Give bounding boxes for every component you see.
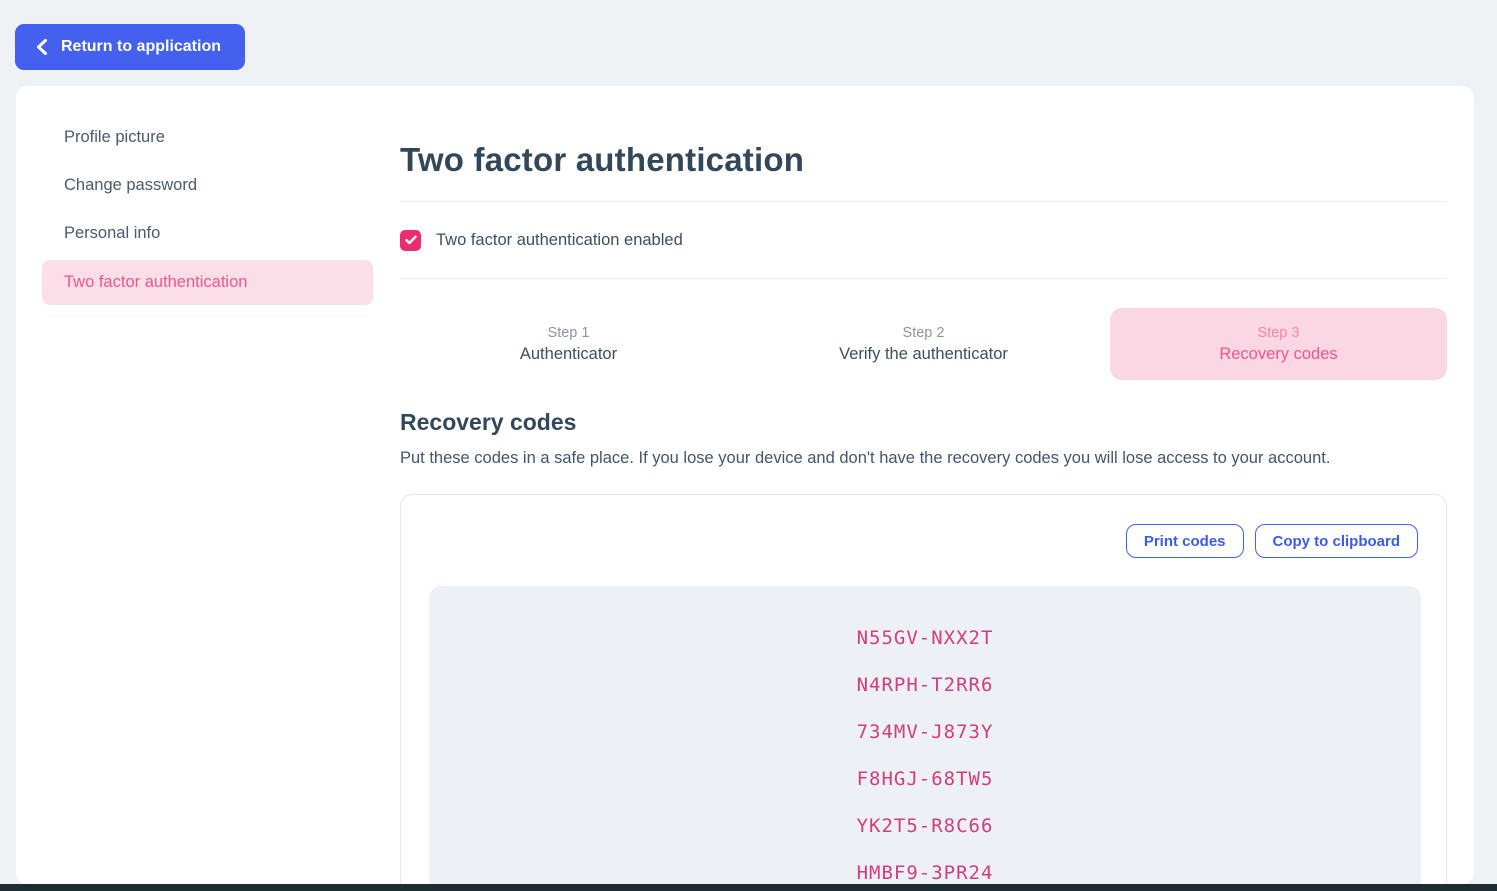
window-bottom-edge — [0, 884, 1497, 891]
step-number: Step 2 — [902, 324, 945, 341]
sidebar-item-profile-picture[interactable]: Profile picture — [64, 127, 165, 146]
sidebar-item-two-factor-authentication[interactable]: Two factor authentication — [42, 260, 373, 305]
sidebar-item-personal-info[interactable]: Personal info — [64, 223, 161, 242]
two-factor-enabled-checkbox[interactable] — [400, 229, 421, 251]
wizard-steps: Step 1 Authenticator Step 2 Verify the a… — [400, 308, 1447, 380]
step-title: Recovery codes — [1219, 344, 1338, 363]
return-to-application-label: Return to application — [61, 38, 221, 55]
recovery-code: 734MV-J873Y — [856, 721, 994, 743]
recovery-codes-card: Print codes Copy to clipboard N55GV-NXX2… — [400, 494, 1447, 884]
copy-to-clipboard-button[interactable]: Copy to clipboard — [1254, 524, 1418, 558]
recovery-code: YK2T5-R8C66 — [856, 815, 994, 837]
divider — [400, 278, 1447, 279]
print-codes-button[interactable]: Print codes — [1125, 524, 1244, 558]
settings-card: Profile picture Change password Personal… — [16, 86, 1474, 884]
step-number: Step 1 — [547, 324, 590, 341]
step-title: Verify the authenticator — [839, 344, 1008, 363]
two-factor-enabled-label: Two factor authentication enabled — [436, 230, 683, 249]
recovery-codes-heading: Recovery codes — [400, 409, 577, 435]
recovery-code: N55GV-NXX2T — [856, 627, 994, 649]
recovery-codes-list: N55GV-NXX2T N4RPH-T2RR6 734MV-J873Y F8HG… — [429, 586, 1421, 884]
divider — [400, 201, 1447, 202]
recovery-code: F8HGJ-68TW5 — [856, 768, 994, 790]
two-factor-enabled-row: Two factor authentication enabled — [400, 202, 1447, 278]
recovery-code: N4RPH-T2RR6 — [856, 674, 994, 696]
sidebar: Profile picture Change password Personal… — [42, 113, 373, 305]
return-to-application-button[interactable]: Return to application — [15, 24, 245, 70]
step-1-authenticator[interactable]: Step 1 Authenticator — [400, 308, 737, 380]
main-content: Two factor authentication Two factor aut… — [400, 86, 1447, 884]
recovery-code: HMBF9-3PR24 — [856, 862, 994, 884]
step-2-verify-authenticator[interactable]: Step 2 Verify the authenticator — [755, 308, 1092, 380]
step-3-recovery-codes[interactable]: Step 3 Recovery codes — [1110, 308, 1447, 380]
chevron-left-icon — [35, 39, 48, 55]
page-title: Two factor authentication — [400, 141, 805, 178]
recovery-codes-actions: Print codes Copy to clipboard — [1125, 524, 1418, 558]
sidebar-item-change-password[interactable]: Change password — [64, 175, 197, 194]
recovery-codes-description: Put these codes in a safe place. If you … — [400, 449, 1331, 467]
check-icon — [404, 235, 417, 245]
step-title: Authenticator — [519, 344, 618, 363]
step-number: Step 3 — [1257, 324, 1300, 341]
